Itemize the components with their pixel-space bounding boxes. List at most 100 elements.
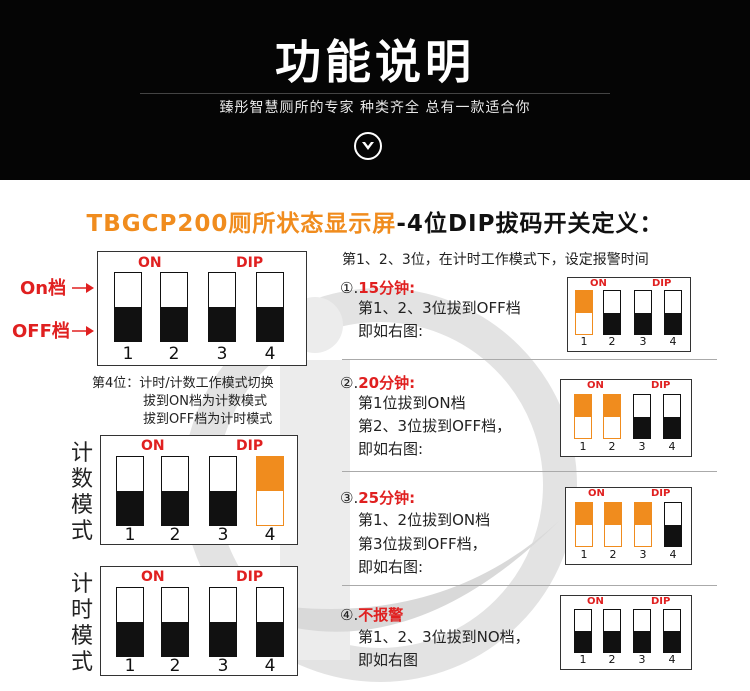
panel-on-label: ON [587,380,604,391]
section-title-definition: -4位DIP拔码开关定义： [396,211,664,237]
dip-switch-2 [604,502,622,547]
dip-switch-2 [603,609,621,653]
panel-on-label: ON [138,255,162,271]
arrow-right-icon [72,326,94,336]
dip-diagram-25min: ON DIP 1 2 3 4 [565,487,692,565]
panel-on-label: ON [590,278,607,289]
count-mode-label: 计 数 模 式 [70,441,93,544]
dip-switch-1 [116,587,144,657]
dip-switch-1 [574,609,592,653]
dip-switch-1 [116,456,144,526]
switch-number: 1 [124,525,136,545]
dip-switch-4 [663,394,681,439]
switch-number: 1 [580,335,588,348]
switch-number: 2 [608,440,616,453]
dip-diagram-no-alarm: ON DIP 1 2 3 4 [560,595,692,670]
dip-switch-1 [574,394,592,439]
dip-switch-4 [256,272,284,342]
off-position-label: OFF档 [12,321,70,342]
dip-switch-3 [633,394,651,439]
mode-note-line-1: 第4位：计时/计数工作模式切换 [92,376,274,391]
mode-note-line-3: 拔到OFF档为计时模式 [143,412,273,427]
panel-dip-label: DIP [651,596,671,607]
dip-switch-3 [208,272,236,342]
switch-number: 3 [216,344,228,364]
switch-number: 4 [668,653,676,666]
dip-switch-1 [114,272,142,342]
switch-number: 3 [638,653,646,666]
panel-dip-label: DIP [236,569,264,585]
setting-text-line: 第1位拔到ON档 [358,394,466,412]
setting-no-alarm-title: ④.不报警 [340,606,404,624]
alarm-intro-text: 第1、2、3位，在计时工作模式下，设定报警时间 [342,252,649,268]
chevron-down-icon[interactable] [354,132,382,160]
count-mode-diagram: ON DIP 1 2 3 4 [100,435,298,545]
dip-switch-1 [575,502,593,547]
switch-number: 3 [639,335,647,348]
dip-switch-2 [603,394,621,439]
header-divider [140,93,610,94]
switch-number: 2 [169,525,181,545]
section-divider [342,471,717,472]
dip-switch-4 [664,502,682,547]
dip-switch-2 [161,456,189,526]
dip-diagram-20min: ON DIP 1 2 3 4 [560,379,692,457]
panel-dip-label: DIP [652,278,672,289]
page-subtitle: 臻彤智慧厕所的专家 种类齐全 总有一款适合你 [219,100,531,116]
setting-text-line: 第2、3位拔到OFF档， [358,417,512,435]
dip-switch-4 [664,290,682,335]
panel-dip-label: DIP [236,255,264,271]
setting-text-line: 即如右图: [358,440,424,458]
switch-number: 4 [669,335,677,348]
switch-number: 2 [608,653,616,666]
arrow-right-icon [72,283,94,293]
page-title: 功能说明 [275,35,475,89]
timer-mode-label: 计 时 模 式 [70,572,93,675]
panel-dip-label: DIP [651,488,671,499]
section-divider [342,359,717,360]
on-position-label: On档 [20,278,67,299]
setting-text-line: 第1、2位拔到ON档 [358,511,491,529]
switch-number: 1 [579,653,587,666]
switch-number: 4 [668,440,676,453]
setting-text-line: 即如右图: [358,322,424,340]
dip-switch-diagram: ON DIP 1 2 3 4 [97,251,307,366]
switch-number: 1 [580,548,588,561]
dip-switch-4 [256,587,284,657]
switch-number: 4 [264,525,276,545]
switch-number: 4 [264,344,276,364]
dip-switch-3 [634,502,652,547]
dip-switch-2 [160,272,188,342]
dip-switch-3 [634,290,652,335]
switch-number: 3 [217,525,229,545]
dip-switch-3 [209,456,237,526]
panel-on-label: ON [141,569,165,585]
switch-number: 2 [168,344,180,364]
mode-note-line-2: 拔到ON档为计数模式 [143,394,267,409]
switch-number: 4 [669,548,677,561]
switch-number: 2 [609,548,617,561]
dip-diagram-15min: ON DIP 1 2 3 4 [567,277,691,352]
section-divider [342,585,717,586]
setting-25min-title: ③.25分钟: [340,489,416,507]
panel-on-label: ON [141,438,165,454]
switch-number: 2 [608,335,616,348]
setting-text-line: 即如右图 [358,651,419,669]
setting-text-line: 第1、2、3位拔到NO档， [358,628,530,646]
dip-switch-1 [575,290,593,335]
panel-dip-label: DIP [236,438,264,454]
header-banner: 功能说明 臻彤智慧厕所的专家 种类齐全 总有一款适合你 [0,0,750,180]
dip-switch-3 [633,609,651,653]
panel-on-label: ON [587,596,604,607]
panel-on-label: ON [588,488,605,499]
section-title: TBGCP200厕所状态显示屏-4位DIP拔码开关定义： [0,204,750,238]
switch-number: 3 [217,656,229,676]
setting-15min-title: ①.15分钟: [340,279,416,297]
panel-dip-label: DIP [651,380,671,391]
switch-number: 4 [264,656,276,676]
setting-text-line: 第3位拔到OFF档， [358,535,487,553]
dip-switch-3 [209,587,237,657]
setting-20min-title: ②.20分钟: [340,374,416,392]
setting-text-line: 即如右图: [358,558,424,576]
switch-number: 1 [122,344,134,364]
